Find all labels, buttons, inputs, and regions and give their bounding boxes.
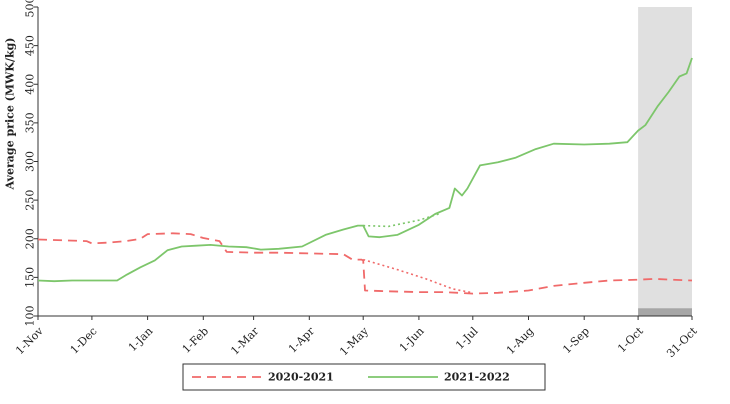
x-tick-label: 1-Sep <box>560 325 592 357</box>
y-tick-label: 150 <box>23 267 36 288</box>
x-tick-label: 1-Aug <box>504 325 536 357</box>
x-tick-label: 1-May <box>337 324 371 358</box>
x-tick-label: 1-Dec <box>68 325 100 357</box>
y-tick-label: 300 <box>24 151 37 172</box>
x-tick-label: 1-Feb <box>180 325 211 356</box>
legend-label-1: 2020-2021 <box>268 371 334 384</box>
y-tick-label: 450 <box>24 35 37 56</box>
x-tick-label: 1-Jun <box>397 325 427 355</box>
shaded-region-base <box>638 308 692 316</box>
x-tick-label: 1-Nov <box>13 324 46 357</box>
dotted-projection-line <box>363 213 439 228</box>
dotted-projection-line <box>362 258 473 294</box>
y-tick-label: 200 <box>23 228 36 249</box>
x-tick-label: 1-Mar <box>228 324 262 358</box>
y-axis-label: Average price (MWK/kg) <box>4 38 17 191</box>
y-tick-label: 100 <box>24 306 37 327</box>
shaded-region <box>638 7 692 316</box>
legend-label-2: 2021-2022 <box>444 371 510 384</box>
series-line-1 <box>37 232 693 295</box>
y-tick-label: 350 <box>23 112 36 133</box>
x-tick-label: 1-Jul <box>453 324 481 352</box>
y-tick-label: 250 <box>24 190 37 211</box>
x-tick-label: 1-Jan <box>126 325 156 355</box>
x-tick-label: 1-Apr <box>286 324 318 356</box>
series-line-2 <box>37 57 693 283</box>
y-tick-label: 400 <box>23 74 36 95</box>
x-tick-label: 1-Oct <box>615 324 646 355</box>
x-tick-label: 31-Oct <box>664 324 700 360</box>
y-tick-label: 500 <box>24 0 37 18</box>
